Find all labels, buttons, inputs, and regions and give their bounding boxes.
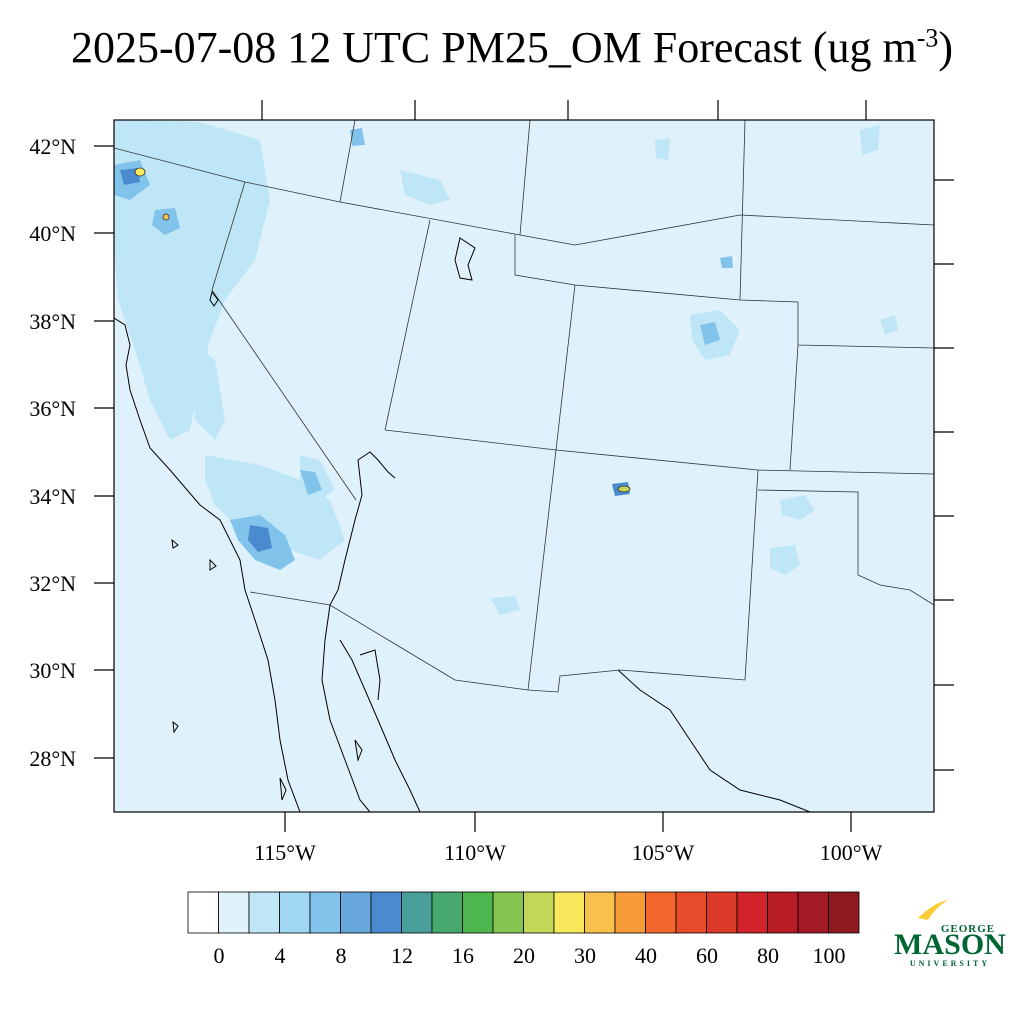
logo-main-text: MASON xyxy=(894,928,1006,961)
lon-label: 110°W xyxy=(444,840,506,865)
colorbar-label: 20 xyxy=(513,943,535,968)
map-title: 2025-07-08 12 UTC PM25_OM Forecast (ug m… xyxy=(0,22,1024,73)
colorbar-box xyxy=(279,891,311,934)
bottom-ticks xyxy=(284,812,852,832)
latitude-labels: 42°N 40°N 38°N 36°N 34°N 32°N 30°N 28°N xyxy=(29,134,76,771)
lat-label: 34°N xyxy=(29,484,76,509)
colorbar-label: 80 xyxy=(757,943,779,968)
lon-label: 100°W xyxy=(820,840,883,865)
coastlines xyxy=(114,237,811,812)
colorbar-box xyxy=(645,891,677,934)
right-ticks xyxy=(934,179,954,771)
title-tail: ) xyxy=(938,23,954,72)
left-ticks xyxy=(94,145,114,759)
colorbar-box xyxy=(340,891,372,934)
colorbar-box xyxy=(523,891,555,934)
colorbar-label: 4 xyxy=(275,943,286,968)
fire-hotspots xyxy=(134,167,631,493)
colorbar-box xyxy=(431,891,463,934)
lat-label: 40°N xyxy=(29,221,76,246)
colorbar-box xyxy=(370,891,402,934)
state-borders xyxy=(114,120,934,693)
colorbar-label: 8 xyxy=(336,943,347,968)
colorbar-box xyxy=(462,891,494,934)
logo-flame-icon xyxy=(918,900,948,920)
colorbar-label: 16 xyxy=(452,943,474,968)
lon-label: 105°W xyxy=(632,840,695,865)
lat-label: 32°N xyxy=(29,571,76,596)
colorbar-box xyxy=(767,891,799,934)
colorbar-box xyxy=(584,891,616,934)
george-mason-logo: GEORGE MASON UNIVERSITY xyxy=(894,900,1006,968)
colorbar-box xyxy=(401,891,433,934)
colorbar-box xyxy=(218,891,250,934)
colorbar-box xyxy=(187,891,219,934)
concentration-field xyxy=(114,120,934,812)
lat-label: 28°N xyxy=(29,746,76,771)
longitude-labels: 115°W 110°W 105°W 100°W xyxy=(254,840,882,865)
colorbar-box xyxy=(675,891,707,934)
map-frame xyxy=(113,119,935,813)
lat-label: 36°N xyxy=(29,396,76,421)
lon-label: 115°W xyxy=(254,840,316,865)
colorbar-box xyxy=(736,891,768,934)
top-ticks xyxy=(261,100,867,120)
lat-label: 42°N xyxy=(29,134,76,159)
logo-top-text: GEORGE xyxy=(941,923,995,935)
colorbar-labels: 0 4 8 12 16 20 30 40 60 80 100 xyxy=(214,943,846,968)
colorbar-label: 40 xyxy=(635,943,657,968)
title-main: 2025-07-08 12 UTC PM25_OM Forecast (ug m xyxy=(70,23,917,72)
colorbar-label: 0 xyxy=(214,943,225,968)
colorbar-box xyxy=(492,891,524,934)
colorbar-box xyxy=(797,891,829,934)
colorbar-box xyxy=(248,891,280,934)
logo-bottom-text: UNIVERSITY xyxy=(910,959,990,968)
colorbar xyxy=(187,891,860,934)
lat-label: 30°N xyxy=(29,658,76,683)
colorbar-box xyxy=(706,891,738,934)
colorbar-box xyxy=(828,891,860,934)
colorbar-label: 60 xyxy=(696,943,718,968)
colorbar-label: 30 xyxy=(574,943,596,968)
colorbar-box xyxy=(309,891,341,934)
colorbar-label: 12 xyxy=(391,943,413,968)
colorbar-box xyxy=(553,891,585,934)
lat-label: 38°N xyxy=(29,309,76,334)
colorbar-box xyxy=(614,891,646,934)
colorbar-label: 100 xyxy=(813,943,846,968)
title-superscript: -3 xyxy=(916,23,939,53)
